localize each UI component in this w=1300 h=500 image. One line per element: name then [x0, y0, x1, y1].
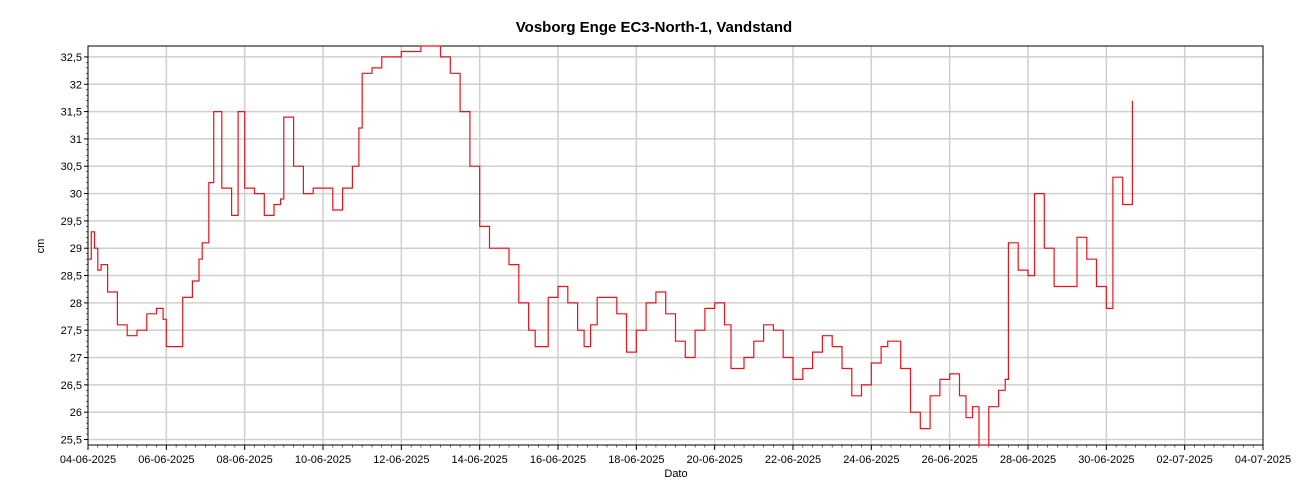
y-tick-label: 28 — [70, 298, 82, 310]
y-tick-label: 26,5 — [61, 380, 82, 392]
y-tick-label: 32 — [70, 79, 82, 91]
x-tick-label: 04-06-2025 — [60, 454, 116, 466]
y-axis-label: cm — [35, 239, 47, 254]
x-tick-label: 18-06-2025 — [608, 454, 664, 466]
y-tick-label: 30 — [70, 189, 82, 201]
chart-title: Vosborg Enge EC3-North-1, Vandstand — [515, 19, 793, 36]
y-tick-label: 30,5 — [61, 161, 82, 173]
x-tick-label: 30-06-2025 — [1078, 454, 1134, 466]
y-tick-label: 27 — [70, 353, 82, 365]
x-tick-label: 16-06-2025 — [530, 454, 586, 466]
x-tick-label: 12-06-2025 — [373, 454, 429, 466]
y-tick-label: 28,5 — [61, 271, 82, 283]
x-tick-label: 10-06-2025 — [295, 454, 351, 466]
x-tick-label: 02-07-2025 — [1157, 454, 1213, 466]
x-tick-label: 04-07-2025 — [1235, 454, 1291, 466]
x-tick-label: 14-06-2025 — [452, 454, 508, 466]
y-tick-label: 27,5 — [61, 325, 82, 337]
y-tick-label: 25,5 — [61, 435, 82, 447]
series-line — [88, 45, 1133, 446]
y-tick-label: 26 — [70, 407, 82, 419]
x-tick-label: 08-06-2025 — [217, 454, 273, 466]
x-axis-label: Dato — [664, 468, 687, 480]
y-tick-label: 31,5 — [61, 107, 82, 119]
x-tick-label: 28-06-2025 — [1000, 454, 1056, 466]
y-tick-label: 31 — [70, 134, 82, 146]
x-tick-label: 24-06-2025 — [843, 454, 899, 466]
x-tick-label: 20-06-2025 — [687, 454, 743, 466]
x-tick-label: 22-06-2025 — [765, 454, 821, 466]
series-group — [88, 45, 1133, 446]
y-tick-label: 29,5 — [61, 216, 82, 228]
x-axis: 04-06-2025 06-06-2025 08-06-2025 10-06-2025… — [60, 445, 1291, 466]
y-tick-label: 32,5 — [61, 52, 82, 64]
x-tick-label: 06-06-2025 — [138, 454, 194, 466]
x-tick-label: 26-06-2025 — [922, 454, 978, 466]
y-tick-label: 29 — [70, 243, 82, 255]
y-axis: 25,5 26 26,5 27 27,5 28 28,5 29 29,5 30 30,5 31 31,5… — [61, 52, 88, 447]
